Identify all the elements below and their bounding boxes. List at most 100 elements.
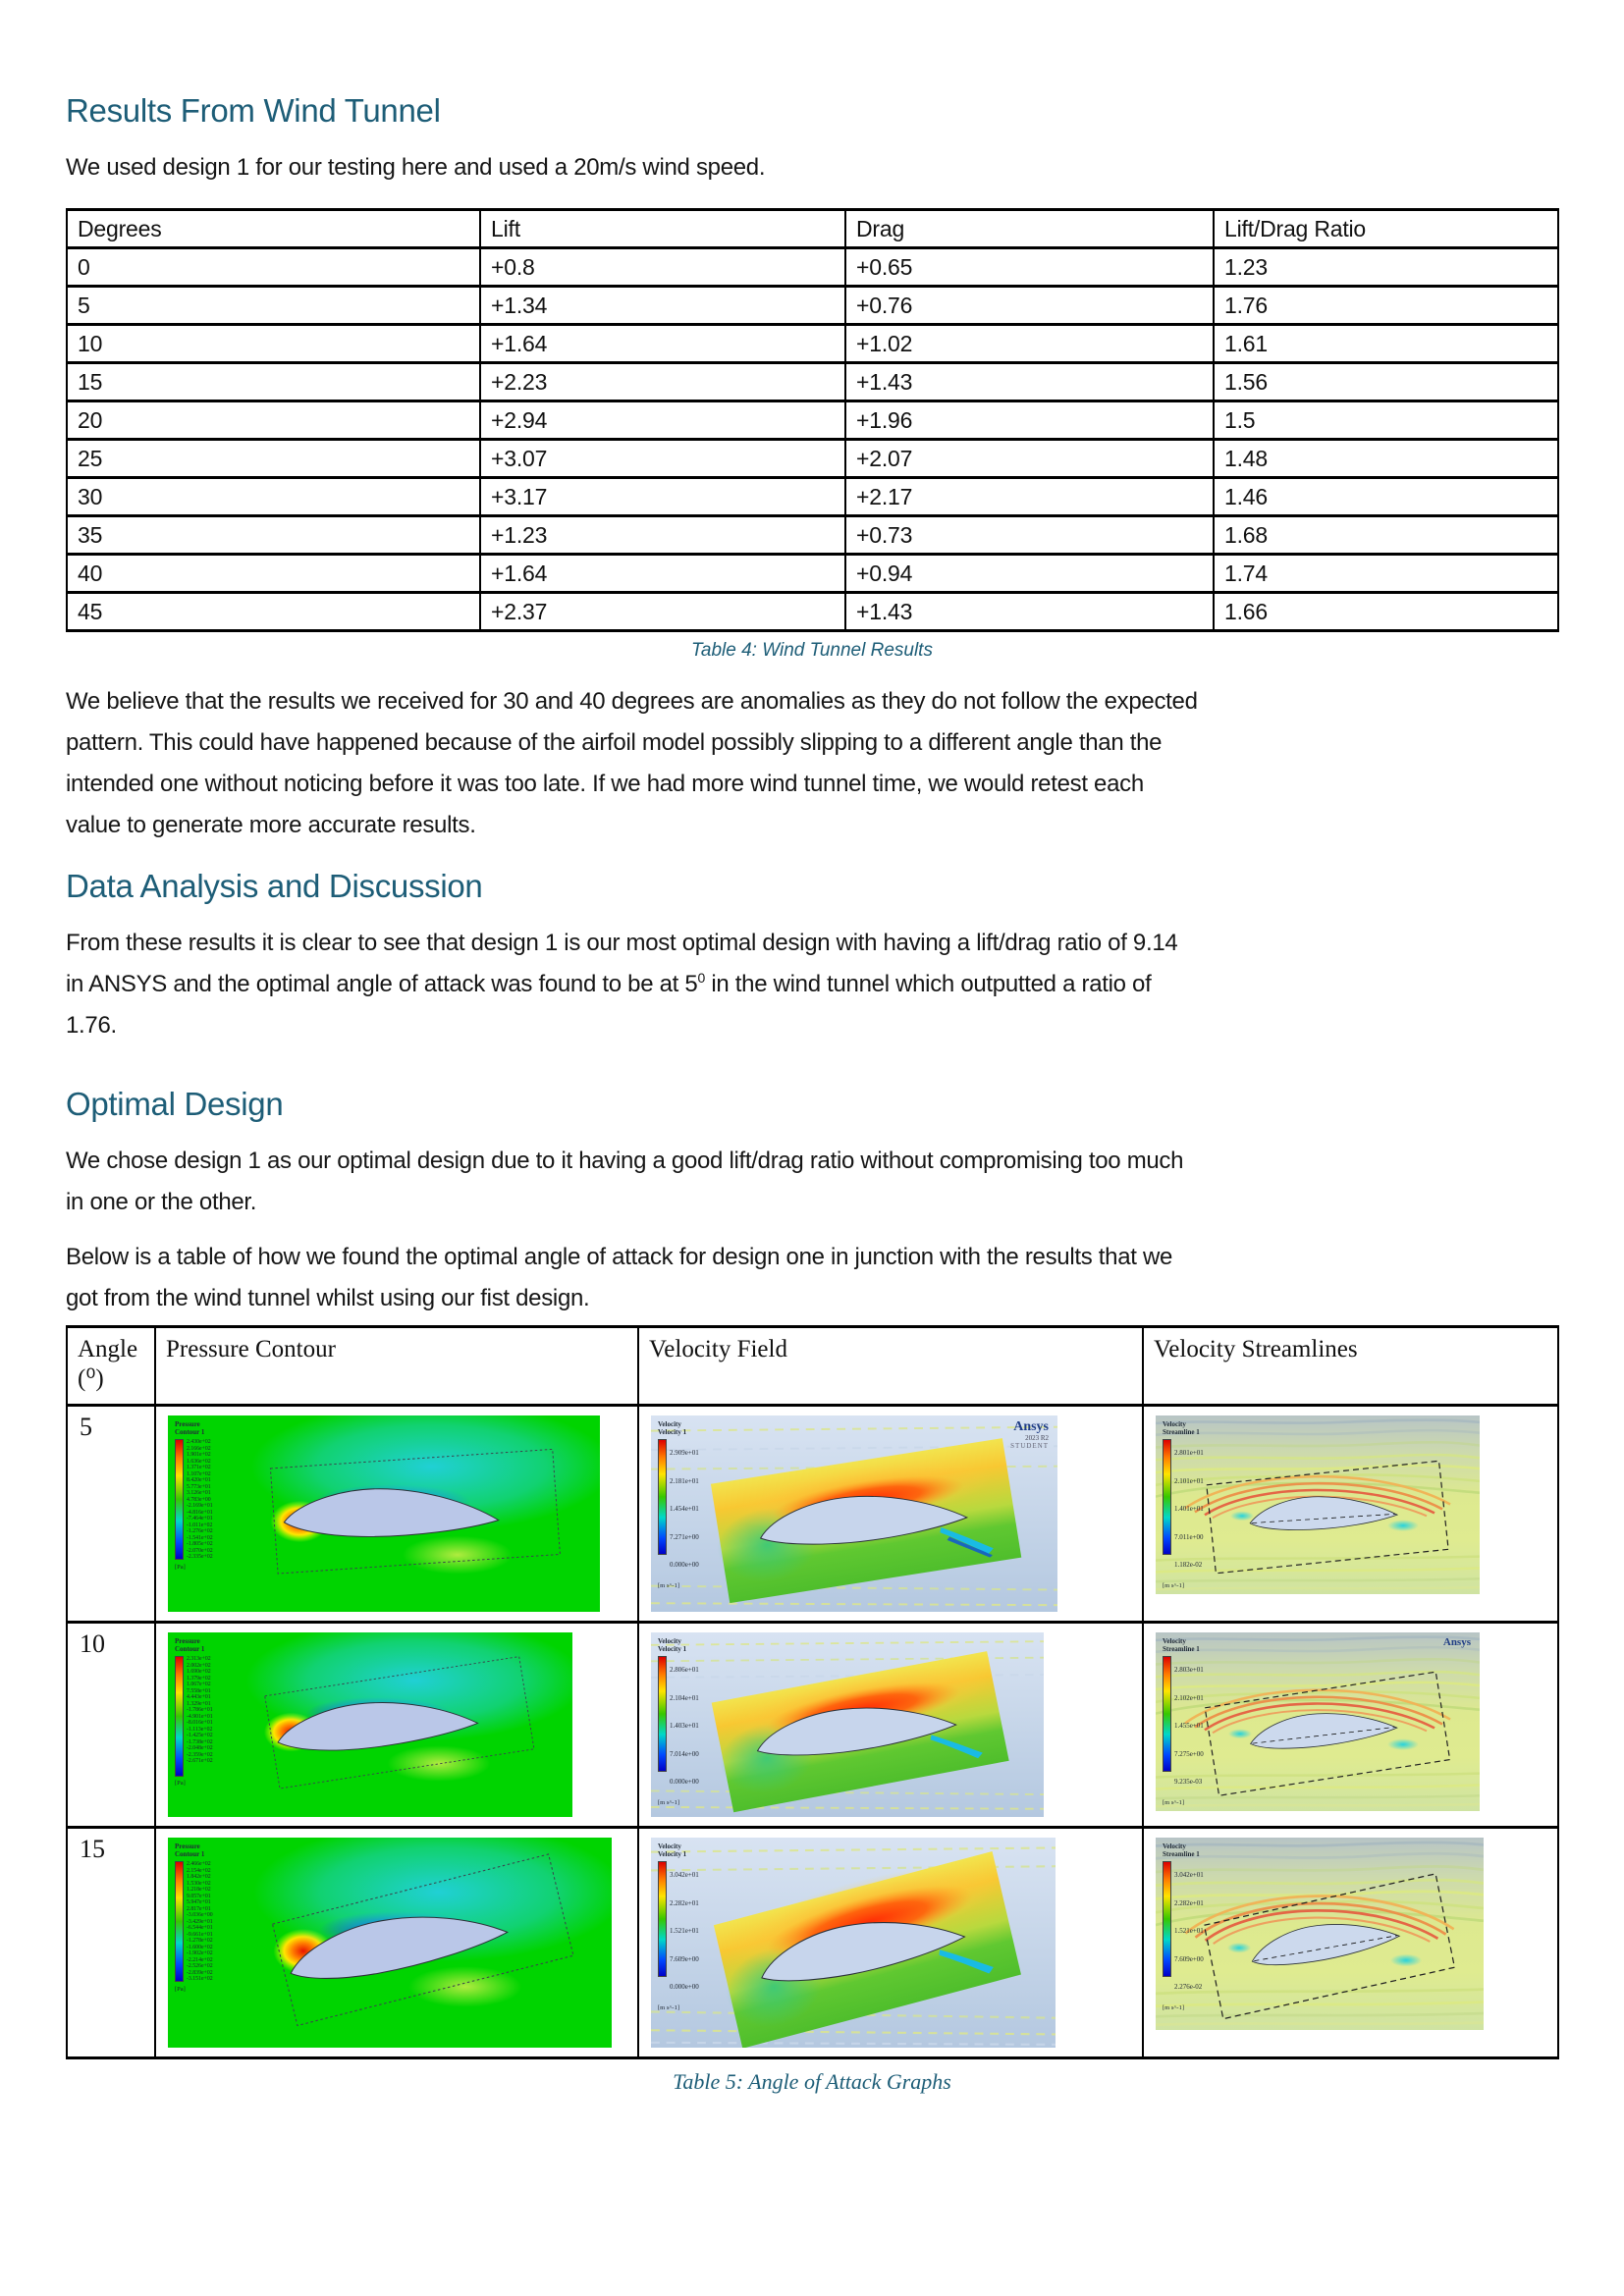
airfoil-graphic	[269, 1448, 561, 1575]
cell-lift: +3.07	[479, 438, 846, 479]
velocity-field-cell-10: Velocity Velocity 1 2.806e+01 2.104e+01 …	[637, 1621, 1144, 1829]
cell-lift: +0.8	[479, 246, 846, 288]
legend-unit: [m s^-1]	[1163, 1798, 1185, 1806]
pressure-contour-figure-10deg: Pressure Contour 1 2.313e+02 2.002e+02 1…	[168, 1632, 572, 1817]
velocity-field-cell-15: Velocity Velocity 1 3.042e+01 2.282e+01 …	[637, 1826, 1144, 2059]
table-row: 10 +1.64 +1.02 1.61	[66, 323, 1559, 364]
table-row: 40 +1.64 +0.94 1.74	[66, 553, 1559, 594]
cell-lift: +1.23	[479, 514, 846, 556]
legend-ticks: 2.313e+02 2.002e+02 1.690e+02 1.379e+02 …	[187, 1656, 213, 1764]
cell-drag: +1.02	[844, 323, 1215, 364]
heading-results-from-wind-tunnel: Results From Wind Tunnel	[66, 92, 441, 129]
table-row: 5 +1.34 +0.76 1.76	[66, 285, 1559, 326]
table-row: 10 Pressure Contour 1 2.313e+02 2.00	[66, 1621, 1559, 1829]
cell-drag: +2.17	[844, 476, 1215, 517]
cell-lift: +2.23	[479, 361, 846, 402]
legend-unit: [m s^-1]	[658, 1581, 680, 1589]
cell-ratio: 1.61	[1213, 323, 1559, 364]
table-row: 0 +0.8 +0.65 1.23	[66, 246, 1559, 288]
legend-unit: [Pa]	[175, 1780, 186, 1787]
velocity-field-figure-15deg: Velocity Velocity 1 3.042e+01 2.282e+01 …	[651, 1838, 1056, 2048]
cell-drag: +1.43	[844, 361, 1215, 402]
table-row: 15 +2.23 +1.43 1.56	[66, 361, 1559, 402]
cell-degrees: 35	[66, 514, 481, 556]
rainbow-colorbar	[658, 1656, 667, 1772]
cell-ratio: 1.56	[1213, 361, 1559, 402]
legend-title: Velocity Streamline 1	[1163, 1420, 1200, 1436]
pressure-contour-figure-15deg: Pressure Contour 1 2.466e+02 2.154e+02 1…	[168, 1838, 612, 2048]
rainbow-colorbar	[175, 1439, 184, 1560]
cell-lift: +2.94	[479, 400, 846, 441]
cell-degrees: 15	[66, 361, 481, 402]
legend-ticks: 3.042e+01 2.282e+01 1.521e+01 7.609e+00 …	[670, 1871, 699, 1991]
angle-of-attack-table: Angle (⁰) Pressure Contour Velocity Fiel…	[66, 1325, 1559, 2059]
angle-cell-10: 10	[66, 1621, 156, 1829]
cell-degrees: 45	[66, 591, 481, 632]
optimal-paragraph-2: Below is a table of how we found the opt…	[66, 1244, 1173, 1311]
rainbow-colorbar	[658, 1861, 667, 1977]
cell-drag: +0.94	[844, 553, 1215, 594]
color-legend: Velocity Streamline 1 2.803e+01 2.102e+0…	[1163, 1637, 1204, 1806]
table-row: 20 +2.94 +1.96 1.5	[66, 400, 1559, 441]
color-legend: Velocity Velocity 1 2.909e+01 2.181e+01 …	[658, 1420, 699, 1589]
attack-table-header-row: Angle (⁰) Pressure Contour Velocity Fiel…	[66, 1325, 1559, 1407]
legend-title: Pressure Contour 1	[175, 1637, 205, 1653]
cell-lift: +1.34	[479, 285, 846, 326]
legend-ticks: 3.042e+01 2.282e+01 1.521e+01 7.609e+00 …	[1174, 1871, 1204, 1991]
legend-ticks: 2.430e+02 2.166e+02 1.901e+02 1.636e+02 …	[187, 1439, 213, 1560]
legend-title: Velocity Velocity 1	[658, 1420, 687, 1436]
cell-lift: +1.64	[479, 553, 846, 594]
streamline-graphic	[1156, 1841, 1484, 2027]
velocity-graphic	[651, 1415, 1057, 1612]
ansys-wordmark: Ansys	[1013, 1419, 1049, 1434]
angle-cell-15: 15	[66, 1826, 156, 2059]
wind-table-header-row: Degrees Lift Drag Lift/Drag Ratio	[66, 208, 1559, 249]
angle-cell-5: 5	[66, 1404, 156, 1624]
legend-unit: [Pa]	[175, 1985, 186, 1993]
legend-unit: [m s^-1]	[1163, 2003, 1185, 2011]
analysis-paragraph: From these results it is clear to see th…	[66, 923, 1558, 1046]
optimal-paragraph-1: We chose design 1 as our optimal design …	[66, 1148, 1184, 1215]
cell-degrees: 40	[66, 553, 481, 594]
table-row: 15 Pressure Contour 1 2.466e+02 2.15	[66, 1826, 1559, 2059]
legend-unit: [m s^-1]	[1163, 1581, 1185, 1589]
color-legend: Pressure Contour 1 2.466e+02 2.154e+02 1…	[175, 1842, 213, 1993]
wind-col-ratio: Lift/Drag Ratio	[1213, 208, 1559, 249]
cell-degrees: 20	[66, 400, 481, 441]
legend-unit: [m s^-1]	[658, 1798, 680, 1806]
degree-superscript: 0	[697, 970, 705, 986]
attack-col-angle: Angle (⁰)	[66, 1325, 156, 1407]
velocity-field-figure-10deg: Velocity Velocity 1 2.806e+01 2.104e+01 …	[651, 1632, 1044, 1817]
cell-degrees: 25	[66, 438, 481, 479]
pressure-contour-cell-15: Pressure Contour 1 2.466e+02 2.154e+02 1…	[154, 1826, 639, 2059]
legend-title: Velocity Velocity 1	[658, 1842, 687, 1858]
color-legend: Velocity Streamline 1 2.801e+01 2.101e+0…	[1163, 1420, 1204, 1589]
cell-ratio: 1.68	[1213, 514, 1559, 556]
legend-ticks: 2.909e+01 2.181e+01 1.454e+01 7.271e+00 …	[670, 1449, 699, 1569]
streamline-graphic	[1156, 1635, 1480, 1808]
velocity-streamlines-figure-5deg: Velocity Streamline 1 2.801e+01 2.101e+0…	[1156, 1415, 1480, 1594]
velocity-streamlines-cell-5: Velocity Streamline 1 2.801e+01 2.101e+0…	[1142, 1404, 1559, 1624]
velocity-streamlines-cell-15: Velocity Streamline 1 3.042e+01 2.282e+0…	[1142, 1826, 1559, 2059]
attack-col-velocity: Velocity Field	[637, 1325, 1144, 1407]
cell-ratio: 1.46	[1213, 476, 1559, 517]
legend-ticks: 2.801e+01 2.101e+01 1.401e+01 7.011e+00 …	[1174, 1449, 1204, 1569]
legend-ticks: 2.803e+01 2.102e+01 1.455e+01 7.275e+00 …	[1174, 1666, 1204, 1786]
ansys-student-tag: STUDENT	[1010, 1442, 1049, 1450]
color-legend: Pressure Contour 1 2.430e+02 2.166e+02 1…	[175, 1420, 213, 1571]
legend-ticks: 2.806e+01 2.104e+01 1.403e+01 7.014e+00 …	[670, 1666, 699, 1786]
cell-ratio: 1.5	[1213, 400, 1559, 441]
velocity-streamlines-cell-10: Velocity Streamline 1 2.803e+01 2.102e+0…	[1142, 1621, 1559, 1829]
intro-paragraph: We used design 1 for our testing here an…	[66, 154, 766, 181]
cell-degrees: 5	[66, 285, 481, 326]
table-row: 30 +3.17 +2.17 1.46	[66, 476, 1559, 517]
airfoil-graphic	[264, 1656, 535, 1789]
cell-ratio: 1.76	[1213, 285, 1559, 326]
analysis-text-start: From these results it is clear to see th…	[66, 930, 1178, 997]
color-legend: Velocity Streamline 1 3.042e+01 2.282e+0…	[1163, 1842, 1204, 2011]
ansys-version: 2023 R2	[1025, 1434, 1049, 1442]
table5-caption: Table 5: Angle of Attack Graphs	[673, 2069, 951, 2094]
velocity-graphic	[651, 1838, 1056, 2048]
cell-drag: +0.73	[844, 514, 1215, 556]
color-legend: Velocity Velocity 1 3.042e+01 2.282e+01 …	[658, 1842, 699, 2011]
